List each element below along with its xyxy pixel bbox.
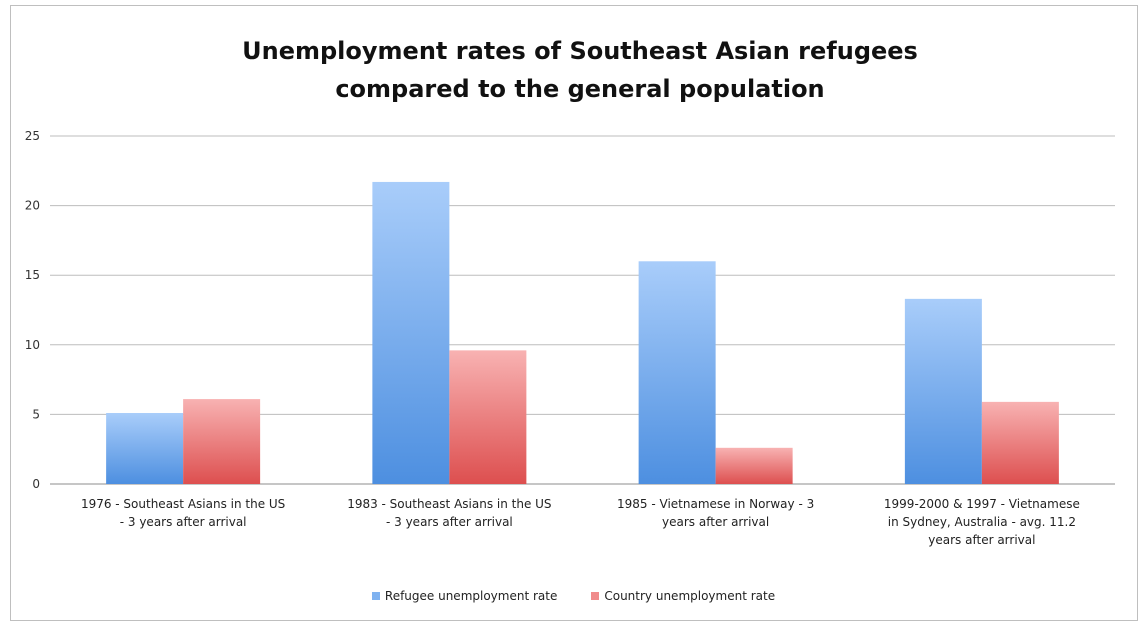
legend-item-country: Country unemployment rate — [591, 589, 775, 603]
x-category-label: 1999-2000 & 1997 - Vietnamese in Sydney, … — [884, 497, 1080, 547]
legend-label-country: Country unemployment rate — [604, 589, 776, 603]
legend-label-refugee: Refugee unemployment rate — [384, 589, 558, 603]
x-category-label-line: years after arrival — [662, 515, 769, 529]
x-category-label-line: 1983 - Southeast Asians in the US — [347, 497, 551, 511]
x-category-label-line: - 3 years after arrival — [386, 515, 513, 529]
x-category-label: 1983 - Southeast Asians in the US - 3 yea… — [347, 497, 551, 529]
bar-refugee — [106, 413, 184, 484]
chart-title: Unemployment rates of Southeast Asian re… — [80, 32, 1080, 108]
y-tick-label: 25 — [25, 129, 40, 143]
y-axis-ticks: 0 5 10 15 20 25 — [25, 129, 40, 491]
bar-refugee — [638, 261, 716, 484]
bar-country — [449, 350, 527, 484]
bar-country — [183, 399, 261, 484]
bar-country — [981, 401, 1059, 484]
chart-frame — [10, 5, 1138, 621]
x-category-label-line: 1999-2000 & 1997 - Vietnamese — [884, 497, 1080, 511]
x-category-label-line: 1976 - Southeast Asians in the US — [81, 497, 285, 511]
x-category-label-line: years after arrival — [928, 533, 1035, 547]
y-tick-label: 15 — [25, 268, 40, 282]
y-tick-label: 20 — [25, 199, 40, 213]
bar-refugee — [372, 181, 450, 484]
bar-country — [715, 447, 793, 484]
legend-item-refugee: Refugee unemployment rate — [371, 589, 558, 603]
bar-refugee — [904, 298, 982, 484]
y-tick-label: 0 — [32, 477, 40, 491]
x-category-label-line: in Sydney, Australia - avg. 11.2 — [888, 515, 1076, 529]
x-axis-labels: 1976 - Southeast Asians in the US - 3 yea… — [81, 497, 1080, 547]
x-category-label: 1985 - Vietnamese in Norway - 3 years aft… — [617, 497, 814, 529]
x-category-label-line: - 3 years after arrival — [120, 515, 247, 529]
x-category-label-line: 1985 - Vietnamese in Norway - 3 — [617, 497, 814, 511]
bars — [106, 181, 1059, 484]
chart-title-line-2: compared to the general population — [335, 75, 825, 103]
legend-swatch-refugee — [371, 592, 380, 600]
chart-title-line-1: Unemployment rates of Southeast Asian re… — [242, 37, 918, 65]
y-tick-label: 5 — [32, 407, 40, 421]
legend: Refugee unemployment rate Country unempl… — [0, 589, 1147, 603]
x-category-label: 1976 - Southeast Asians in the US - 3 yea… — [81, 497, 285, 529]
y-tick-label: 10 — [25, 338, 40, 352]
legend-swatch-country — [591, 592, 600, 600]
